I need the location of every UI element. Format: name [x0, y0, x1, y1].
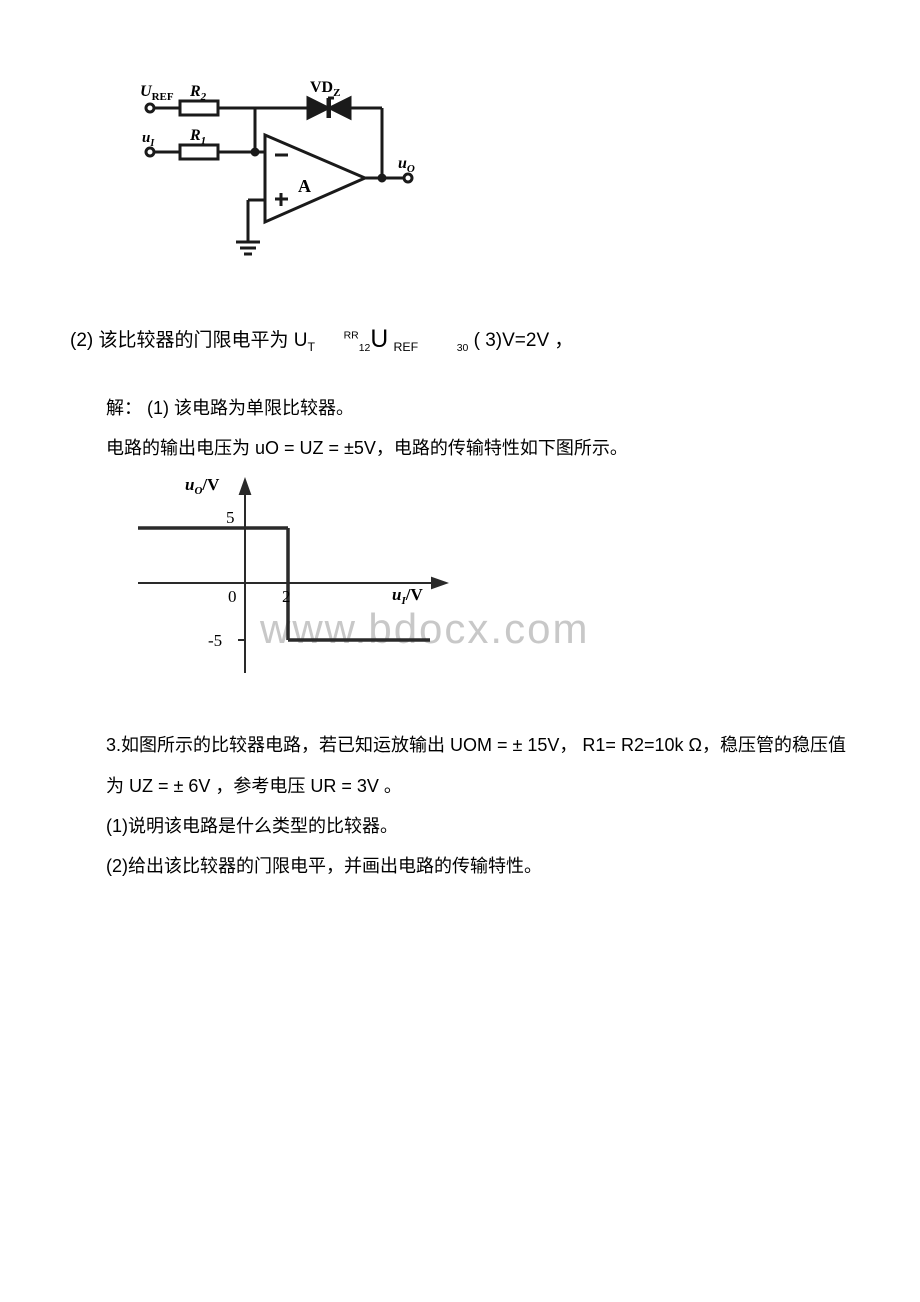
q3-para-1: 3.如图所示的比较器电路，若已知运放输出 UOM = ± 15V， R1= R2…: [70, 733, 850, 758]
formula-prefix: (2) 该比较器的门限电平为: [70, 330, 294, 351]
ut-var: UT: [294, 330, 321, 351]
big-u: U: [370, 326, 388, 353]
svg-text:UREF: UREF: [140, 83, 174, 103]
svg-text:uI: uI: [142, 130, 155, 149]
transfer-chart: uO/V 5 0 2 -5 uI/V: [130, 468, 850, 693]
svg-text:uO: uO: [398, 155, 415, 175]
svg-text:0: 0: [228, 587, 237, 606]
svg-text:A: A: [298, 176, 311, 196]
svg-text:-5: -5: [208, 631, 222, 650]
solution-line-2: 电路的输出电压为 uO = UZ = ±5V，电路的传输特性如下图所示。: [70, 434, 850, 460]
svg-text:VDZ: VDZ: [310, 80, 340, 99]
q3-para-2: 为 UZ = ± 6V ，参考电压 UR = 3V 。: [70, 772, 850, 798]
svg-text:uO/V: uO/V: [185, 475, 220, 497]
circuit-diagram-1: UREF R2 VDZ uI R1 A uO: [140, 80, 850, 285]
q3-item-2: (2)给出该比较器的门限电平，并画出电路的传输特性。: [70, 852, 850, 878]
svg-text:2: 2: [282, 587, 291, 606]
ref-sub: REF: [393, 340, 418, 354]
thirty: 30: [457, 343, 469, 354]
q3-item-1: (1)说明该电路是什么类型的比较器。: [70, 812, 850, 838]
formula-line: (2) 该比较器的门限电平为 UT RR12U REF 30 ( 3)V=2V …: [70, 325, 850, 354]
solution-line-1: 解： (1) 该电路为单限比较器。: [70, 394, 850, 420]
formula-suffix: ( 3)V=2V ，: [474, 330, 574, 351]
svg-text:uI/V: uI/V: [392, 585, 423, 607]
svg-text:5: 5: [226, 508, 235, 527]
